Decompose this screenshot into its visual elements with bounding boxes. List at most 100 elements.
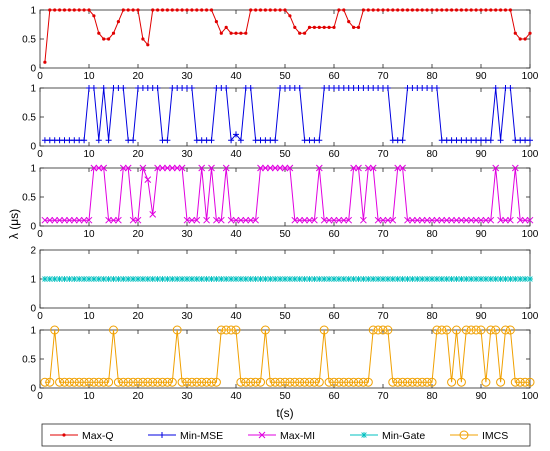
x-tick-label: 80: [426, 311, 438, 322]
data-point: [497, 137, 504, 144]
data-point: [361, 8, 365, 12]
series-line-max-mi: [44, 167, 530, 221]
data-point: [391, 8, 395, 12]
data-point: [404, 276, 411, 282]
data-point: [48, 8, 52, 12]
data-point: [53, 8, 57, 12]
data-point: [378, 325, 388, 335]
data-point: [437, 325, 447, 335]
data-point: [277, 276, 284, 282]
data-point: [425, 8, 429, 12]
data-point: [84, 377, 94, 387]
data-point: [130, 137, 137, 144]
data-point: [401, 8, 405, 12]
data-point: [222, 164, 230, 172]
data-point: [263, 8, 267, 12]
data-point: [99, 377, 109, 387]
data-point: [342, 8, 346, 12]
legend-label: Max-Q: [82, 430, 114, 442]
x-tick-label: 80: [426, 229, 438, 240]
data-point: [375, 276, 382, 282]
x-tick-label: 80: [426, 391, 438, 402]
series-markers-min-gate: [41, 276, 533, 282]
data-point: [373, 325, 383, 335]
data-point: [389, 216, 397, 224]
data-point: [369, 164, 377, 172]
data-point: [335, 216, 343, 224]
data-point: [95, 164, 103, 172]
data-point: [262, 276, 269, 282]
data-point: [505, 325, 515, 335]
data-point: [429, 276, 435, 282]
data-point: [156, 8, 160, 12]
data-point: [438, 216, 446, 224]
data-point: [121, 8, 125, 12]
x-tick-label: 50: [279, 311, 291, 322]
data-point: [291, 216, 299, 224]
y-tick-label: 1: [30, 275, 36, 286]
data-point: [43, 60, 47, 64]
x-tick-label: 100: [522, 311, 539, 322]
data-point: [125, 276, 132, 282]
data-point: [151, 8, 155, 12]
data-point: [267, 276, 274, 282]
data-point: [115, 216, 122, 224]
data-point: [159, 276, 166, 282]
data-point: [433, 216, 441, 224]
data-point: [234, 31, 238, 35]
data-point: [285, 377, 295, 387]
legend-marker: [62, 433, 66, 437]
data-point: [522, 276, 529, 282]
data-point: [213, 276, 220, 282]
data-point: [226, 325, 236, 335]
data-point: [159, 164, 166, 172]
data-point: [193, 276, 200, 282]
data-point: [300, 377, 310, 387]
data-point: [507, 276, 514, 282]
data-point: [518, 37, 522, 41]
data-point: [409, 216, 416, 224]
data-point: [217, 216, 225, 224]
data-point: [213, 216, 220, 224]
data-point: [527, 276, 533, 282]
x-tick-label: 50: [279, 391, 291, 402]
data-point: [355, 164, 362, 172]
data-point: [497, 216, 504, 224]
data-point: [149, 211, 157, 218]
series-markers-max-q: [43, 8, 532, 64]
data-point: [95, 276, 102, 282]
data-point: [510, 377, 520, 387]
data-point: [221, 325, 231, 335]
x-tick-label: 0: [37, 71, 43, 82]
data-point: [203, 276, 210, 282]
data-point: [74, 377, 84, 387]
data-point: [214, 20, 218, 24]
x-tick-label: 70: [377, 149, 389, 160]
data-point: [492, 276, 499, 282]
data-point: [317, 25, 321, 29]
data-point: [360, 216, 367, 224]
data-point: [95, 137, 102, 144]
data-point: [79, 377, 89, 387]
x-tick-label: 50: [279, 149, 291, 160]
legend-marker: [361, 432, 367, 438]
data-point: [335, 276, 342, 282]
series-markers-min-mse: [41, 85, 533, 144]
data-point: [365, 276, 372, 282]
data-point: [319, 325, 329, 335]
data-point: [405, 8, 410, 12]
y-tick-label: 0.5: [22, 193, 36, 204]
data-point: [513, 31, 517, 35]
data-point: [487, 216, 495, 224]
data-point: [311, 276, 318, 282]
data-point: [415, 8, 419, 12]
data-point: [139, 276, 146, 282]
data-point: [368, 325, 378, 335]
data-point: [46, 276, 53, 282]
data-point: [105, 216, 112, 224]
data-point: [188, 276, 195, 282]
x-tick-label: 30: [181, 391, 193, 402]
data-point: [179, 276, 186, 282]
data-point: [316, 137, 323, 144]
data-point: [94, 377, 104, 387]
